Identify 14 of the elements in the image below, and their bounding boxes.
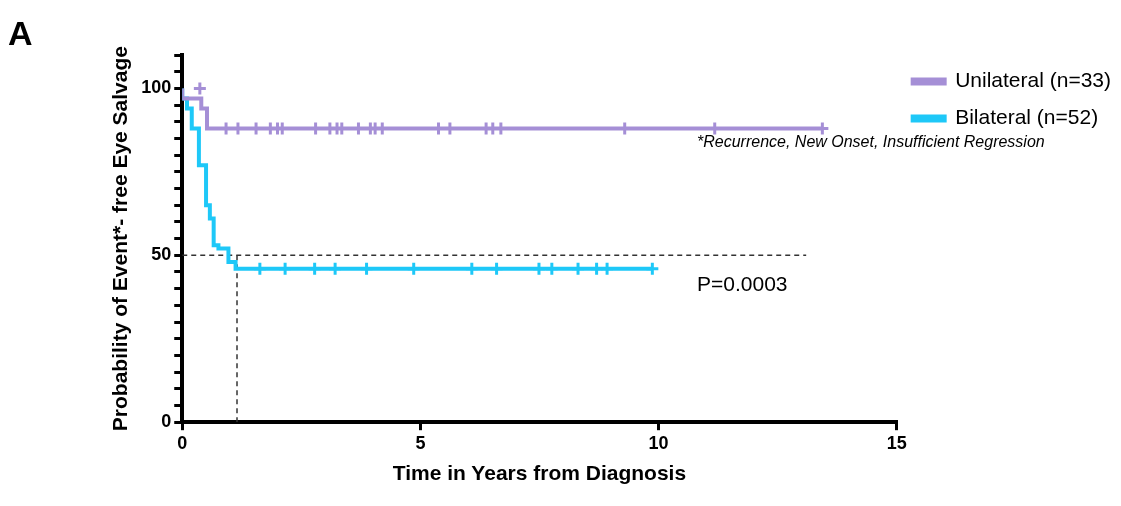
x-axis-title: Time in Years from Diagnosis (392, 461, 687, 485)
text: A (8, 14, 33, 53)
y-tick-label: 0 (161, 411, 172, 432)
x-tick-label: 0 (177, 432, 188, 453)
annotation: P=0.0003 (697, 272, 788, 296)
x-tick-label: 10 (648, 432, 669, 453)
legend-label: Bilateral (n=52) (955, 105, 1099, 129)
y-tick-label: 50 (151, 244, 172, 265)
y-axis-title: Probability of Event*- free Eye Salvage (108, 46, 132, 432)
x-tick-label: 15 (886, 432, 907, 453)
x-tick-label: 5 (415, 432, 426, 453)
y-tick-label: 100 (141, 77, 172, 98)
legend-label: Unilateral (n=33) (955, 68, 1112, 92)
annotation: *Recurrence, New Onset, Insufficient Regression (697, 133, 1045, 151)
